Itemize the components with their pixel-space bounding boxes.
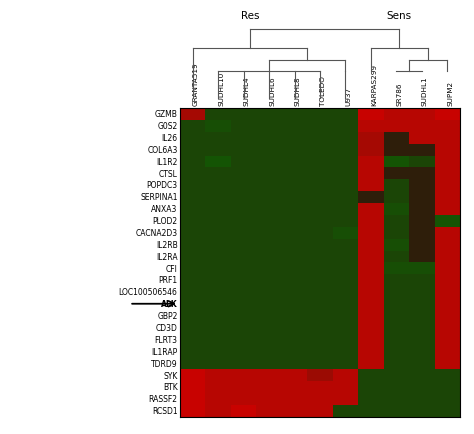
Text: GBP2: GBP2	[157, 312, 178, 320]
Text: PRF1: PRF1	[158, 276, 178, 285]
Text: SR786: SR786	[396, 83, 402, 106]
Text: SERPINA1: SERPINA1	[140, 193, 178, 202]
Text: PLOD2: PLOD2	[153, 217, 178, 226]
Text: SUDHL1: SUDHL1	[422, 76, 428, 106]
Text: SUDHL10: SUDHL10	[218, 72, 224, 106]
Text: CD3D: CD3D	[155, 323, 178, 332]
Text: SUDHL4: SUDHL4	[244, 76, 250, 106]
Text: IL1RAP: IL1RAP	[151, 347, 178, 356]
Text: BTK: BTK	[163, 382, 178, 391]
Text: ANXA3: ANXA3	[151, 205, 178, 214]
Text: ALK: ALK	[161, 299, 178, 309]
Text: U937: U937	[346, 87, 351, 106]
Text: TDRD9: TDRD9	[151, 359, 178, 368]
Text: IL26: IL26	[162, 134, 178, 143]
Text: IL1R2: IL1R2	[156, 158, 178, 166]
Text: SUPM2: SUPM2	[447, 81, 453, 106]
Text: Sens: Sens	[387, 11, 412, 21]
Text: SUDHL8: SUDHL8	[294, 76, 301, 106]
Text: SUDHL6: SUDHL6	[269, 76, 275, 106]
Text: POPDC3: POPDC3	[146, 181, 178, 190]
Text: RASSF2: RASSF2	[148, 395, 178, 403]
Text: FLRT3: FLRT3	[155, 335, 178, 344]
Text: CFI: CFI	[166, 264, 178, 273]
Text: Res: Res	[241, 11, 259, 21]
Text: CTSL: CTSL	[159, 169, 178, 178]
Text: SYK: SYK	[163, 371, 178, 380]
Text: G0S2: G0S2	[157, 122, 178, 131]
Text: COL6A3: COL6A3	[147, 145, 178, 155]
Text: LOC100506546: LOC100506546	[118, 288, 178, 297]
Text: GZMB: GZMB	[155, 110, 178, 119]
Text: TOLEDO: TOLEDO	[320, 76, 326, 106]
Text: RCSD1: RCSD1	[152, 406, 178, 415]
Text: GRANTA519: GRANTA519	[193, 62, 199, 106]
Text: IL2RB: IL2RB	[156, 240, 178, 249]
Text: IL2RA: IL2RA	[156, 252, 178, 261]
Text: KARPAS299: KARPAS299	[371, 64, 377, 106]
Text: CACNA2D3: CACNA2D3	[136, 228, 178, 237]
